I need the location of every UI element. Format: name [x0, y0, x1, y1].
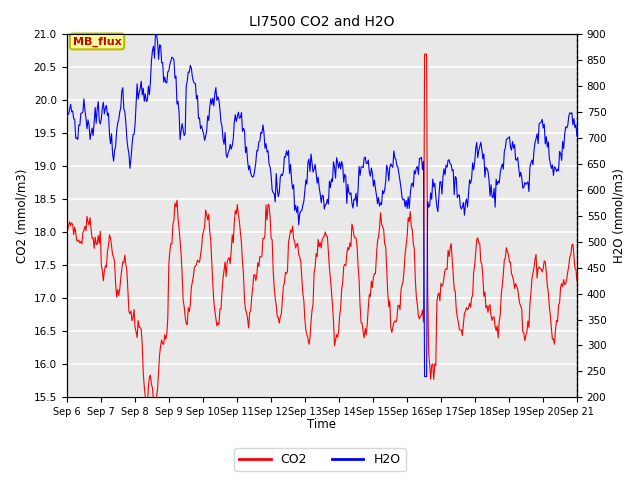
- Legend: CO2, H2O: CO2, H2O: [234, 448, 406, 471]
- Text: MB_flux: MB_flux: [73, 36, 122, 47]
- X-axis label: Time: Time: [307, 419, 336, 432]
- Y-axis label: CO2 (mmol/m3): CO2 (mmol/m3): [15, 168, 28, 263]
- Y-axis label: H2O (mmol/m3): H2O (mmol/m3): [612, 168, 625, 263]
- Title: LI7500 CO2 and H2O: LI7500 CO2 and H2O: [249, 15, 394, 29]
